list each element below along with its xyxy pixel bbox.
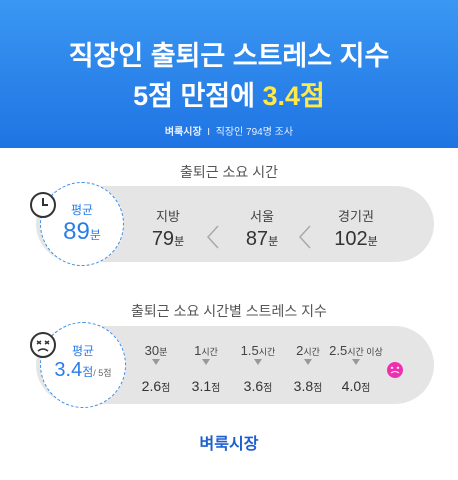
average-circle: 평균 89분 (40, 182, 124, 266)
time: 2 (296, 343, 304, 358)
region-value: 79분 (123, 228, 213, 251)
step-time: 2.5시간 이상 (316, 343, 396, 358)
average-label: 평균 (71, 344, 95, 358)
region-value: 102분 (311, 228, 401, 251)
score-unit: 점 (313, 383, 323, 394)
average-label: 평균 (70, 203, 94, 217)
step-score: 2.6점 (116, 378, 196, 394)
step-time: 30분 (116, 343, 196, 358)
header: 직장인 출퇴근 스트레스 지수 5점 만점에 3.4점 벼룩시장 I 직장인 7… (0, 0, 458, 148)
score-unit: 점 (263, 383, 273, 394)
step-marker (202, 359, 210, 365)
title-line1: 직장인 출퇴근 스트레스 지수 (68, 41, 390, 71)
footer-brand: 벼룩시장 (199, 436, 259, 453)
score: 3.8 (293, 378, 314, 394)
time-unit: 시간 (303, 347, 320, 357)
unit: 분 (367, 236, 378, 248)
step-score: 3.8점 (268, 378, 348, 394)
average-value: 89분 (41, 218, 123, 246)
time-unit: 시간 (258, 347, 276, 357)
score: 3.1 (191, 378, 212, 394)
score: 3.6 (243, 378, 264, 394)
section-label: 출퇴근 소요 시간 (180, 164, 278, 180)
unit: 분 (174, 236, 185, 248)
unit: 분 (268, 236, 279, 248)
unit: 점 (82, 365, 94, 379)
region-name: 경기권 (338, 209, 374, 224)
step-marker (352, 359, 360, 365)
time: 1 (194, 343, 202, 358)
time-unit: 시간 이상 (347, 347, 383, 357)
source-separator: I (207, 127, 211, 138)
step-marker (152, 359, 160, 365)
value: 87 (245, 228, 269, 250)
value: 89 (63, 218, 90, 245)
region-name: 서울 (250, 209, 274, 224)
source-brand: 벼룩시장 (164, 127, 202, 138)
time: 1.5 (240, 343, 259, 358)
source-survey: 직장인 794명 조사 (215, 127, 294, 138)
face-icon (30, 332, 56, 358)
title-highlight: 3.4점 (262, 81, 325, 111)
step-score: 3.1점 (166, 378, 246, 394)
average-circle: 평균 3.4점/ 5점 (40, 322, 126, 408)
time: 30 (144, 343, 160, 358)
timeline (130, 362, 403, 378)
score-unit: 점 (161, 383, 171, 394)
step-time: 1시간 (166, 343, 246, 358)
time-unit: 시간 (201, 347, 218, 357)
source: 벼룩시장 I 직장인 794명 조사 (0, 123, 458, 138)
time-unit: 분 (159, 347, 168, 357)
step-score: 3.6점 (218, 378, 298, 394)
score-unit: 점 (211, 383, 221, 394)
score: 2.6 (141, 378, 162, 394)
chevrons (206, 225, 311, 249)
region-value: 87분 (217, 228, 307, 251)
clock-icon (30, 192, 56, 218)
step-marker (304, 359, 312, 365)
score: 4.0 (341, 378, 362, 394)
value: 79 (151, 228, 175, 250)
title-text: 5점 만점에 (133, 81, 255, 111)
value: 3.4 (54, 359, 83, 381)
step-time: 1.5시간 (218, 343, 298, 358)
step-marker (254, 359, 262, 365)
step-score: 4.0점 (316, 378, 396, 394)
score-unit: 점 (361, 383, 371, 394)
region-name: 지방 (156, 209, 180, 224)
title-line2: 5점 만점에 3.4점 (0, 74, 458, 113)
time: 2.5 (329, 343, 348, 358)
section-label: 출퇴근 소요 시간별 스트레스 지수 (131, 303, 327, 319)
step-time: 2시간 (268, 343, 348, 358)
value: 102 (334, 228, 368, 250)
unit: 분 (89, 228, 101, 242)
average-value: 3.4점/ 5점 (41, 359, 125, 382)
max: / 5점 (93, 368, 112, 378)
